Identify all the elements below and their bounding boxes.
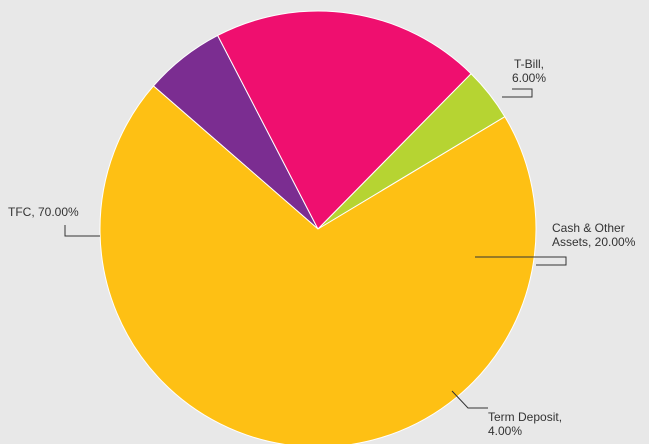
pie-slice-tfc — [99, 85, 537, 444]
slice-label-line: Assets, 20.00% — [552, 235, 636, 249]
slice-label-tfc: TFC, 70.00% — [8, 205, 79, 219]
slice-label-line: T-Bill, — [514, 57, 544, 71]
slice-label-line: Term Deposit, — [488, 410, 562, 424]
slice-label-term-deposit: Term Deposit, 4.00% — [488, 410, 562, 438]
pie-slice-cash-other-assets — [217, 10, 472, 230]
slice-label-t-bill: T-Bill, 6.00% — [512, 57, 546, 85]
leader-line-tfc — [64, 225, 100, 237]
slice-label-line: 6.00% — [512, 71, 546, 85]
pie-slices — [99, 10, 537, 444]
slice-label-line: Cash & Other — [552, 221, 625, 235]
slice-label-cash-other-assets: Cash & Other Assets, 20.00% — [552, 221, 636, 249]
leader-line-term-deposit — [451, 390, 488, 409]
slice-label-line: 4.00% — [488, 424, 522, 438]
slice-labels: T-Bill, 6.00% Cash & Other Assets, 20.00% Te… — [8, 57, 636, 438]
slice-label-line: TFC, 70.00% — [8, 205, 79, 219]
leader-line-t-bill — [502, 88, 533, 98]
leader-line-cash-other-assets — [475, 256, 567, 266]
